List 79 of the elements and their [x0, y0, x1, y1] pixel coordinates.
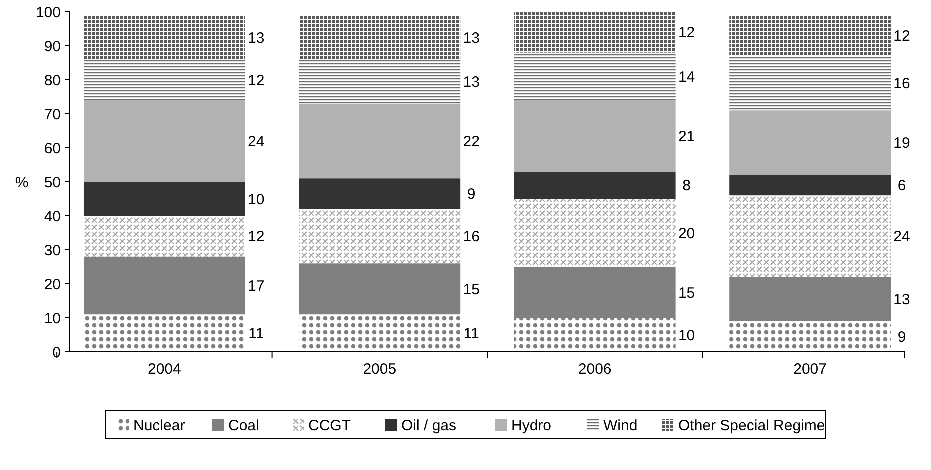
data-label: 12: [678, 24, 696, 42]
y-tick-label: 80: [44, 72, 61, 90]
y-tick-label: 40: [44, 208, 61, 226]
y-tick-label: 10: [44, 310, 61, 328]
bar: [299, 209, 461, 264]
bar: [730, 110, 892, 176]
x-tick-label: 2006: [578, 361, 612, 378]
data-label: 9: [467, 186, 476, 204]
data-label: 14: [678, 68, 696, 86]
bar: [730, 15, 892, 56]
data-label: 12: [248, 228, 265, 246]
bar: [514, 318, 676, 352]
legend-label: Hydro: [512, 417, 552, 434]
data-label: 6: [898, 178, 906, 195]
bar: [514, 100, 676, 172]
data-label: 13: [248, 30, 265, 47]
bar: [299, 104, 461, 179]
data-label: 21: [678, 128, 696, 146]
y-axis-title: %: [15, 174, 29, 192]
legend-label: CCGT: [308, 417, 351, 434]
legend-label: Coal: [228, 417, 260, 434]
bar: [84, 15, 246, 60]
data-label: 12: [248, 72, 265, 90]
bar: [514, 172, 676, 199]
bar: [84, 314, 246, 352]
bar: [514, 267, 676, 318]
bar: [514, 12, 676, 53]
data-label: 12: [894, 28, 910, 46]
data-label: 24: [894, 228, 910, 246]
y-tick-label: 50: [44, 174, 61, 192]
x-tick-label: 2005: [363, 361, 397, 378]
bar: [730, 321, 892, 352]
bar: [84, 60, 246, 100]
data-label: 22: [463, 133, 480, 150]
bar: [84, 256, 246, 315]
data-label: 11: [248, 326, 264, 343]
bar: [299, 264, 461, 315]
data-label: 11: [464, 326, 480, 343]
bar: [514, 199, 676, 267]
bar: [730, 56, 892, 111]
bar: [299, 178, 461, 210]
data-label: 8: [682, 178, 691, 195]
bar: [84, 182, 246, 216]
y-tick-label: 70: [44, 106, 61, 124]
bar: [730, 196, 892, 278]
x-tick-label: 2004: [148, 361, 182, 378]
data-label: 9: [898, 328, 906, 346]
data-label: 17: [248, 278, 265, 295]
legend-label: Other Special Regime: [678, 417, 826, 434]
data-label: 16: [463, 228, 480, 246]
bar: [84, 100, 246, 182]
y-tick-label: 90: [44, 38, 61, 56]
bar: [299, 15, 461, 60]
data-label: 16: [894, 76, 910, 93]
y-tick-label: 100: [36, 4, 61, 22]
data-label: 10: [248, 191, 265, 208]
bar: [84, 216, 246, 257]
y-tick-label: 60: [44, 140, 61, 158]
bar: [299, 314, 461, 352]
x-tick-label: 2007: [794, 361, 827, 378]
bar: [730, 277, 892, 322]
data-label: 15: [678, 284, 696, 302]
data-label: 13: [894, 292, 910, 309]
bar: [730, 175, 892, 196]
data-label: 13: [463, 74, 480, 91]
data-label: 10: [678, 327, 696, 344]
legend-label: Nuclear: [134, 417, 186, 434]
bar: [299, 60, 461, 104]
data-label: 19: [894, 135, 910, 152]
bar: [514, 52, 676, 100]
data-label: 13: [463, 30, 480, 47]
data-label: 15: [463, 281, 480, 298]
data-label: 24: [248, 133, 265, 150]
legend-label: Oil / gas: [402, 417, 457, 434]
data-label: 20: [678, 225, 696, 242]
y-tick-label: 30: [44, 242, 61, 260]
y-tick-label: 0: [52, 344, 61, 362]
y-tick-label: 20: [44, 276, 61, 294]
legend-label: Wind: [604, 417, 638, 434]
